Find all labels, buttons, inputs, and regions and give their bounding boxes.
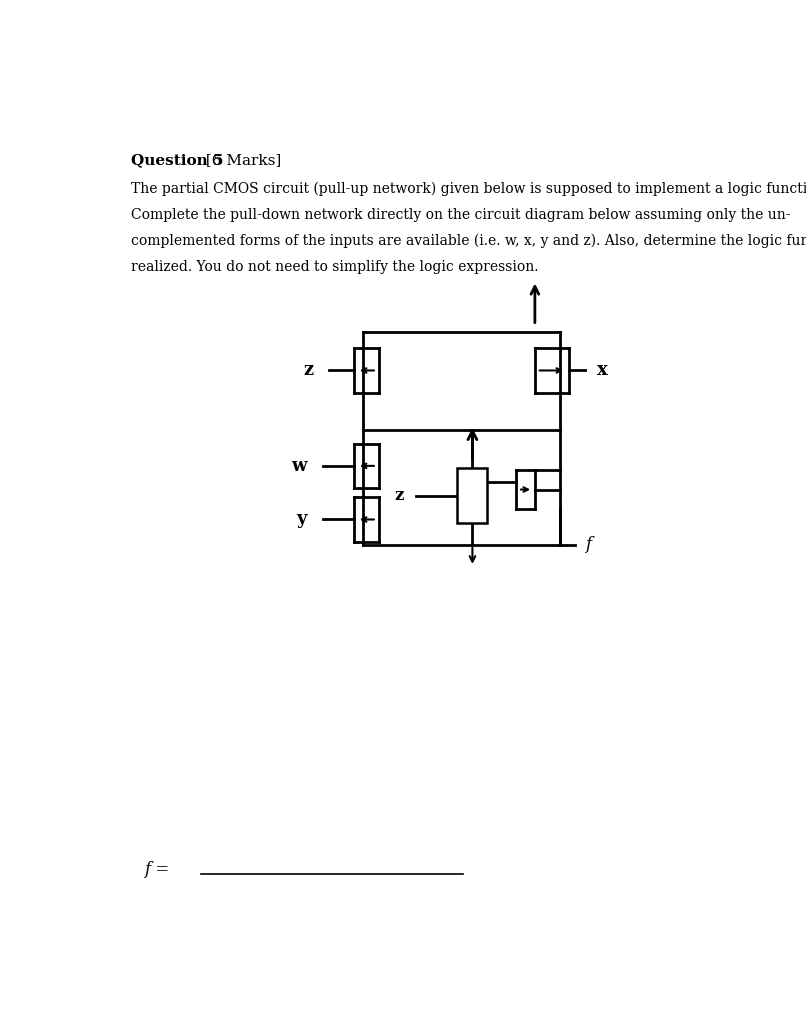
- Text: z: z: [394, 487, 404, 505]
- Text: realized. You do not need to simplify the logic expression.: realized. You do not need to simplify th…: [131, 260, 538, 274]
- Text: f =: f =: [144, 861, 170, 878]
- Text: The partial CMOS circuit (pull-up network) given below is supposed to implement : The partial CMOS circuit (pull-up networ…: [131, 182, 806, 197]
- Text: z: z: [303, 361, 313, 380]
- Text: f: f: [585, 537, 591, 553]
- Text: w: w: [292, 457, 307, 475]
- Text: x: x: [597, 361, 608, 380]
- Text: y: y: [297, 511, 307, 528]
- Text: complemented forms of the inputs are available (i.e. w, x, y and z). Also, deter: complemented forms of the inputs are ava…: [131, 234, 806, 249]
- Text: [6 Marks]: [6 Marks]: [201, 153, 281, 167]
- Text: Complete the pull-down network directly on the circuit diagram below assuming on: Complete the pull-down network directly …: [131, 208, 790, 222]
- Bar: [458, 468, 488, 523]
- Text: Question 5: Question 5: [131, 153, 223, 167]
